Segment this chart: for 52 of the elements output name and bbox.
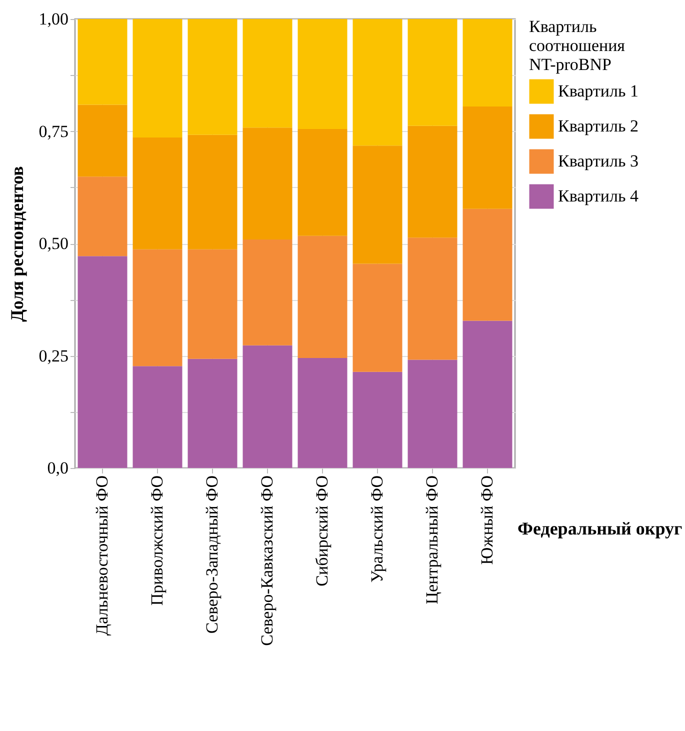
bar [242, 128, 292, 240]
bar [462, 19, 512, 107]
bar [188, 249, 238, 359]
bar [78, 19, 128, 105]
x-tick-label: Приволжский ФО [148, 476, 166, 606]
y-tick-label: 0,75 [38, 122, 68, 141]
x-tick-label: Южный ФО [478, 476, 496, 565]
bar [132, 249, 182, 366]
bar [242, 239, 292, 346]
x-tick-label: Северо-Кавказский ФО [258, 476, 276, 646]
bar [462, 208, 512, 321]
bar [298, 129, 348, 236]
bar [408, 19, 458, 126]
legend-label: Квартиль 3 [558, 152, 638, 170]
x-tick-label: Сибирский ФО [312, 476, 332, 586]
y-axis-title: Доля респондентов [6, 166, 27, 322]
y-tick-label: 1,00 [38, 10, 68, 28]
bar [298, 236, 348, 358]
y-tick-label: 0,50 [38, 234, 68, 253]
bar [462, 320, 512, 468]
x-tick-label: Уральский ФО [368, 476, 386, 583]
bar [298, 358, 348, 468]
legend-label: Квартиль 2 [558, 116, 638, 136]
bar [188, 134, 238, 250]
bar [408, 126, 458, 238]
bar [242, 345, 292, 468]
bar [408, 360, 458, 468]
bar [78, 104, 128, 177]
bar [462, 106, 512, 209]
legend-title: Квартиль соотношения NT-proBNP [529, 17, 626, 74]
x-axis-title: Федеральный округ [518, 518, 682, 538]
bar [188, 358, 238, 468]
bar [132, 138, 182, 250]
bar [298, 19, 348, 130]
legend-label: Квартиль 4 [558, 186, 639, 206]
x-tick-label: Северо-Западный ФО [202, 476, 222, 634]
y-tick-label: 0,25 [38, 346, 68, 366]
y-tick-label: 0,0 [47, 458, 68, 478]
legend-label: Квартиль 1 [558, 82, 638, 100]
bar [352, 372, 402, 468]
bar [352, 146, 402, 264]
x-tick-label: Дальневосточный ФО [92, 476, 112, 636]
bar [132, 19, 182, 138]
bar [78, 256, 128, 468]
bar [78, 176, 128, 256]
bar [132, 366, 182, 468]
bar [352, 19, 402, 146]
bar [188, 19, 238, 135]
bar [408, 238, 458, 360]
x-tick-label: Центральный ФО [422, 476, 442, 604]
bar [352, 264, 402, 372]
bar [242, 19, 292, 128]
